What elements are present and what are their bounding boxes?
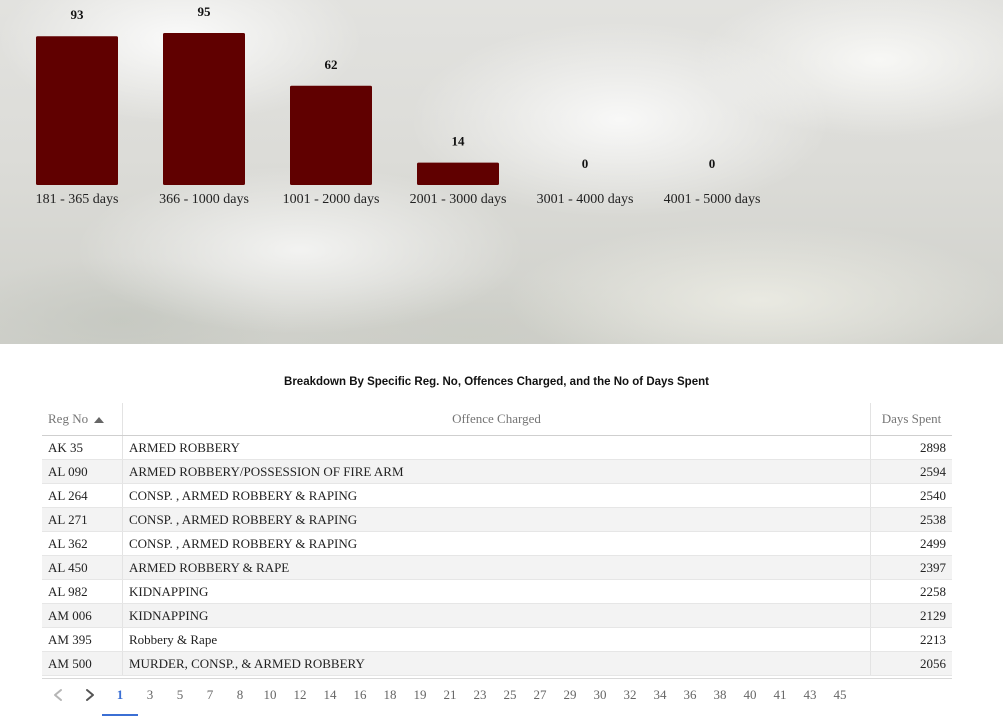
days-spent-cell: 2397 <box>870 555 952 580</box>
bar-2[interactable] <box>290 85 372 185</box>
table-row: AL 264 CONSP. , ARMED ROBBERY & RAPING 254… <box>42 483 952 508</box>
page-button-19[interactable]: 19 <box>413 687 427 702</box>
reg-no-cell: AL 362 <box>42 531 123 556</box>
page-button-27[interactable]: 27 <box>533 687 547 702</box>
category-label: 1001 - 2000 days <box>283 192 380 207</box>
chevron-right-icon <box>86 689 94 701</box>
reg-no-cell: AL 271 <box>42 507 123 532</box>
days-spent-cell: 2540 <box>870 483 952 508</box>
bar-0[interactable] <box>36 36 118 186</box>
page-button-32[interactable]: 32 <box>623 687 637 702</box>
category-label: 366 - 1000 days <box>159 192 249 207</box>
reg-no-cell: AL 090 <box>42 459 123 484</box>
reg-no-cell: AM 500 <box>42 651 123 676</box>
chart-panel: 93 181 - 365 days 95 366 - 1000 days 62 1001 … <box>0 0 1003 344</box>
column-header-days-spent[interactable]: Days Spent <box>870 403 952 436</box>
data-table: Reg No Offence Charged Days Spent AK 35 A… <box>42 403 952 676</box>
days-spent-cell: 2594 <box>870 459 952 484</box>
page-button-10[interactable]: 10 <box>263 687 277 702</box>
page-button-43[interactable]: 43 <box>803 687 817 702</box>
page-button-40[interactable]: 40 <box>743 687 757 702</box>
table-row: AL 982 KIDNAPPING 2258 <box>42 579 952 604</box>
days-spent-cell: 2499 <box>870 531 952 556</box>
active-page-indicator <box>102 714 138 716</box>
table-row: AM 500 MURDER, CONSP., & ARMED ROBBERY 205… <box>42 651 952 676</box>
page-button-3[interactable]: 3 <box>146 687 154 702</box>
days-spent-cell: 2258 <box>870 579 952 604</box>
page-button-7[interactable]: 7 <box>206 687 214 702</box>
reg-no-cell: AL 982 <box>42 579 123 604</box>
table-row: AK 35 ARMED ROBBERY 2898 <box>42 435 952 460</box>
bar-chart: 93 181 - 365 days 95 366 - 1000 days 62 1001 … <box>36 4 761 207</box>
bar-value-label: 14 <box>452 134 466 149</box>
reg-no-cell: AK 35 <box>42 435 123 460</box>
page-button-30[interactable]: 30 <box>593 687 607 702</box>
page-button-34[interactable]: 34 <box>653 687 667 702</box>
table-row: AL 271 CONSP. , ARMED ROBBERY & RAPING 253… <box>42 507 952 532</box>
page-button-5[interactable]: 5 <box>176 687 184 702</box>
bar-value-label: 0 <box>709 156 716 171</box>
offence-cell: ARMED ROBBERY/POSSESSION OF FIRE ARM <box>122 459 871 484</box>
page-button-16[interactable]: 16 <box>353 687 367 702</box>
days-spent-cell: 2213 <box>870 627 952 652</box>
days-spent-cell: 2056 <box>870 651 952 676</box>
offence-cell: KIDNAPPING <box>122 603 871 628</box>
bar-value-label: 62 <box>325 57 338 72</box>
column-header-reg-no[interactable]: Reg No <box>42 403 123 436</box>
page-button-41[interactable]: 41 <box>773 687 787 702</box>
table-row: AM 006 KIDNAPPING 2129 <box>42 603 952 628</box>
table-row: AM 395 Robbery & Rape 2213 <box>42 627 952 652</box>
pagination: 1 3 5 7 8 10 12 14 16 18 19 21 23 25 27 29 30 32 34 36 38 40 4… <box>42 678 952 719</box>
bar-value-label: 93 <box>71 7 85 22</box>
column-header-label: Reg No <box>48 411 89 426</box>
bar-1[interactable] <box>163 33 245 185</box>
sort-ascending-icon <box>94 417 105 424</box>
offence-cell: ARMED ROBBERY & RAPE <box>122 555 871 580</box>
column-header-offence[interactable]: Offence Charged <box>122 403 871 436</box>
page-button-45[interactable]: 45 <box>833 687 847 702</box>
reg-no-cell: AM 006 <box>42 603 123 628</box>
category-label: 2001 - 3000 days <box>410 192 507 207</box>
reg-no-cell: AL 264 <box>42 483 123 508</box>
table-header-row: Reg No Offence Charged Days Spent <box>42 403 952 436</box>
bar-value-label: 95 <box>198 4 212 19</box>
chevron-left-icon <box>54 689 62 701</box>
page-button-38[interactable]: 38 <box>713 687 727 702</box>
offence-cell: Robbery & Rape <box>122 627 871 652</box>
offence-cell: CONSP. , ARMED ROBBERY & RAPING <box>122 483 871 508</box>
page-button-18[interactable]: 18 <box>383 687 397 702</box>
bar-3[interactable] <box>417 162 499 185</box>
days-spent-cell: 2898 <box>870 435 952 460</box>
offence-cell: KIDNAPPING <box>122 579 871 604</box>
next-page-button[interactable] <box>80 683 100 707</box>
page-button-23[interactable]: 23 <box>473 687 487 702</box>
table-title: Breakdown By Specific Reg. No, Offences … <box>284 376 709 388</box>
table-row: AL 362 CONSP. , ARMED ROBBERY & RAPING 249… <box>42 531 952 556</box>
offence-cell: ARMED ROBBERY <box>122 435 871 460</box>
days-spent-cell: 2129 <box>870 603 952 628</box>
offence-cell: CONSP. , ARMED ROBBERY & RAPING <box>122 507 871 532</box>
offence-cell: CONSP. , ARMED ROBBERY & RAPING <box>122 531 871 556</box>
page-button-8[interactable]: 8 <box>236 687 244 702</box>
category-label: 3001 - 4000 days <box>537 192 634 207</box>
category-label: 181 - 365 days <box>36 192 119 207</box>
table-body: AK 35 ARMED ROBBERY 2898 AL 090 ARMED ROBBER… <box>42 435 952 676</box>
page-button-36[interactable]: 36 <box>683 687 697 702</box>
page-button-1[interactable]: 1 <box>102 687 138 716</box>
page-button-21[interactable]: 21 <box>443 687 457 702</box>
page-button-12[interactable]: 12 <box>293 687 307 702</box>
reg-no-cell: AL 450 <box>42 555 123 580</box>
category-label: 4001 - 5000 days <box>664 192 761 207</box>
table-row: AL 090 ARMED ROBBERY/POSSESSION OF FIRE A… <box>42 459 952 484</box>
days-spent-cell: 2538 <box>870 507 952 532</box>
page-button-25[interactable]: 25 <box>503 687 517 702</box>
offence-cell: MURDER, CONSP., & ARMED ROBBERY <box>122 651 871 676</box>
table-row: AL 450 ARMED ROBBERY & RAPE 2397 <box>42 555 952 580</box>
bar-value-label: 0 <box>582 156 589 171</box>
prev-page-button[interactable] <box>48 683 68 707</box>
page-button-29[interactable]: 29 <box>563 687 577 702</box>
page-button-14[interactable]: 14 <box>323 687 337 702</box>
reg-no-cell: AM 395 <box>42 627 123 652</box>
